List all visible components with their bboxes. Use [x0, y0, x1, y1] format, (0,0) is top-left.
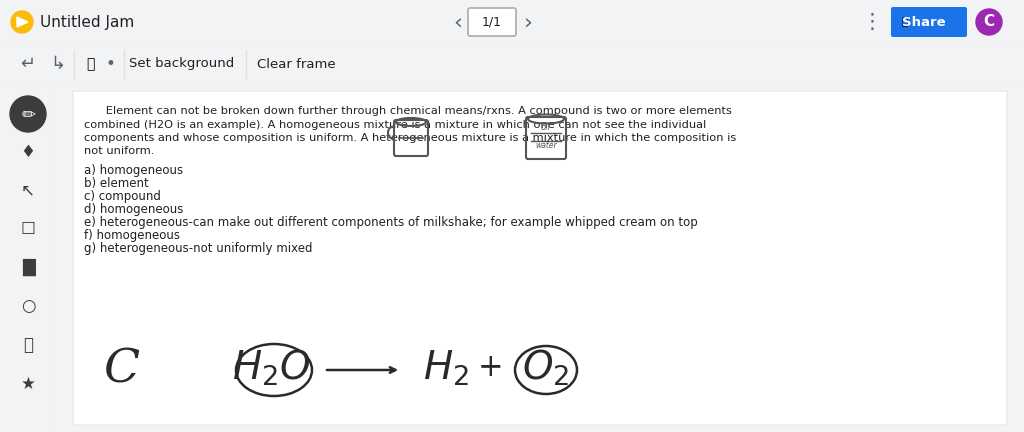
Text: c) compound: c) compound	[84, 190, 161, 203]
Text: Share: Share	[902, 16, 946, 29]
Circle shape	[11, 11, 33, 33]
Text: C: C	[983, 15, 994, 29]
Text: +: +	[478, 353, 504, 384]
Text: components and whose composition is uniform. A heterogeneous mixture is a mixtur: components and whose composition is unif…	[84, 133, 736, 143]
Text: ⋮: ⋮	[861, 12, 883, 32]
Text: Untitled Jam: Untitled Jam	[40, 15, 134, 29]
Text: █: █	[22, 258, 35, 276]
Text: ›: ›	[523, 12, 532, 32]
FancyBboxPatch shape	[891, 7, 967, 37]
Text: ↳: ↳	[50, 55, 66, 73]
Text: b) element: b) element	[84, 177, 148, 190]
Text: $\mathit{O_2}$: $\mathit{O_2}$	[522, 348, 569, 388]
Text: 🔍: 🔍	[86, 57, 94, 71]
Text: not uniform.: not uniform.	[84, 146, 155, 156]
Text: ★: ★	[20, 375, 36, 393]
Text: g) heterogeneous-not uniformly mixed: g) heterogeneous-not uniformly mixed	[84, 242, 312, 255]
Text: $\mathit{H_2O}$: $\mathit{H_2O}$	[231, 348, 310, 388]
Text: ✏: ✏	[22, 105, 35, 123]
Text: 1/1: 1/1	[482, 16, 502, 29]
Text: water: water	[536, 142, 557, 150]
Text: ‹: ‹	[454, 12, 463, 32]
Polygon shape	[17, 17, 28, 27]
Text: Clear frame: Clear frame	[257, 57, 335, 70]
Text: ↵: ↵	[20, 55, 36, 73]
Text: C: C	[103, 347, 139, 393]
Circle shape	[976, 9, 1002, 35]
Text: Set background: Set background	[129, 57, 234, 70]
Text: oil: oil	[541, 124, 551, 133]
Text: 🔒: 🔒	[901, 17, 907, 27]
Text: •: •	[105, 55, 115, 73]
Text: combined (H2O is an example). A homogeneous mixture is a mixture in which one ca: combined (H2O is an example). A homogene…	[84, 120, 707, 130]
Text: ○: ○	[20, 297, 35, 315]
Text: ♦: ♦	[20, 143, 36, 161]
Text: $\mathit{H_2}$: $\mathit{H_2}$	[423, 348, 469, 388]
Text: e) heterogeneous-can make out different components of milkshake; for example whi: e) heterogeneous-can make out different …	[84, 216, 697, 229]
Text: Element can not be broken down further through chemical means/rxns. A compound i: Element can not be broken down further t…	[84, 106, 732, 116]
FancyBboxPatch shape	[468, 8, 516, 36]
Text: d) homogeneous: d) homogeneous	[84, 203, 183, 216]
Text: a) homogeneous: a) homogeneous	[84, 164, 183, 177]
Text: Ⓣ: Ⓣ	[23, 336, 33, 354]
Text: ↖: ↖	[22, 181, 35, 199]
Text: ☐: ☐	[20, 220, 36, 238]
Text: f) homogeneous: f) homogeneous	[84, 229, 180, 242]
FancyBboxPatch shape	[73, 91, 1007, 425]
Circle shape	[10, 96, 46, 132]
